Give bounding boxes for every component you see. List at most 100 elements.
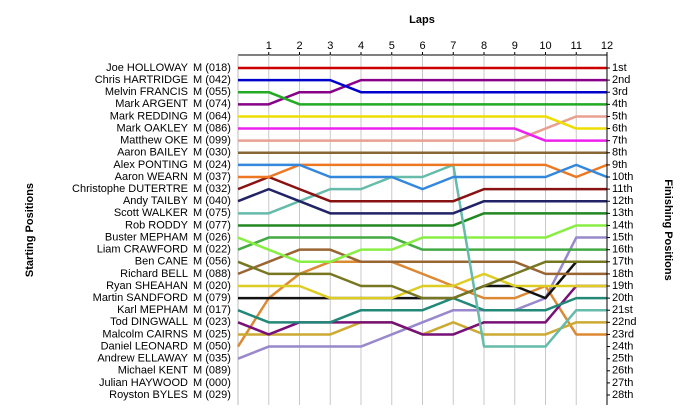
y2-tick-label: 11th [612,183,633,195]
y2-tick-label: 4th [612,98,627,110]
driver-line [238,212,607,227]
x-tick-label: 9 [512,40,518,52]
driver-entry: M (000) [193,377,231,389]
y-axis-label: Starting Positions [24,183,36,277]
driver-name: Andy TAILBY [123,195,189,207]
driver-name: Andrew ELLAWAY [97,353,188,365]
y2-axis-label: Finishing Positions [662,179,674,280]
driver-entry: M (055) [193,86,231,98]
driver-name: Daniel LEONARD [101,340,188,352]
driver-name: Ben CANE [135,256,188,268]
x-tick-label: 10 [539,40,551,52]
driver-line [237,260,607,300]
y2-tick-label: 6th [612,122,627,134]
y2-tick-label: 2nd [612,74,630,86]
x-tick-label: 12 [601,40,613,52]
driver-entry: M (079) [193,292,231,304]
driver-line [237,175,607,203]
x-tick-label: 1 [266,40,272,52]
driver-line [237,296,607,324]
driver-name: Chris HARTRIDGE [95,74,188,86]
x-tick-label: 3 [327,40,333,52]
x-tick-label: 2 [296,40,302,52]
driver-entry: M (022) [193,244,231,256]
driver-name: Joe HOLLOWAY [106,62,189,74]
driver-entry: M (025) [193,328,231,340]
driver-line [238,115,607,142]
y2-tick-label: 27th [612,377,633,389]
y2-tick-label: 20th [612,292,633,304]
driver-entry: M (099) [193,135,231,147]
y2-tick-label: 1st [612,62,627,74]
y2-tick-label: 7th [612,135,627,147]
driver-entry: M (024) [193,159,231,171]
y2-tick-label: 17th [612,256,633,268]
driver-name: Tod DINGWALL [110,316,188,328]
x-tick-label: 8 [481,40,487,52]
driver-name: Mark OAKLEY [116,122,188,134]
driver-line [237,187,607,215]
driver-entry: M (077) [193,219,231,231]
x-tick-label: 5 [389,40,395,52]
x-tick-label: 4 [358,40,364,52]
driver-entry: M (035) [193,353,231,365]
y2-tick-label: 25th [612,353,633,365]
driver-line [238,90,607,106]
y2-tick-label: 16th [612,244,633,256]
y2-tick-label: 21st [612,304,633,316]
driver-name: Michael KENT [118,365,189,377]
x-tick-label: 11 [571,40,582,52]
driver-name: Matthew OKE [120,135,188,147]
y2-tick-label: 28th [612,389,633,401]
y2-tick-label: 9th [612,159,627,171]
driver-entry: M (020) [193,280,231,292]
driver-name: Melvin FRANCIS [105,86,188,98]
driver-line [237,236,607,251]
driver-entry: M (088) [193,268,231,280]
driver-entry: M (064) [193,110,231,122]
y2-tick-label: 26th [612,365,633,377]
driver-name: Scott WALKER [114,207,188,219]
y2-tick-label: 22nd [612,316,636,328]
driver-entry: M (086) [193,122,231,134]
driver-line [237,224,607,264]
driver-entry: M (042) [193,74,231,86]
driver-line [238,272,607,300]
x-tick-label: 7 [450,40,456,52]
y2-tick-label: 19th [612,280,633,292]
driver-entry: M (074) [193,98,231,110]
driver-entry: M (050) [193,340,231,352]
driver-line [238,127,607,142]
driver-entry: M (056) [193,256,231,268]
driver-entry: M (075) [193,207,231,219]
x-tick-label: 6 [419,40,425,52]
driver-name: Aaron BAILEY [117,147,189,159]
driver-entry: M (040) [193,195,231,207]
y2-tick-label: 5th [612,110,627,122]
driver-entry: M (032) [193,183,231,195]
driver-name: Ryan SHEAHAN [106,280,188,292]
driver-name: Buster MEPHAM [105,231,188,243]
driver-entry: M (029) [193,389,231,401]
y2-tick-label: 3rd [612,86,628,98]
driver-entry: M (023) [193,316,231,328]
driver-name: Martin SANDFORD [93,292,188,304]
y2-tick-label: 15th [612,231,633,243]
y2-tick-label: 10th [612,171,633,183]
driver-name: Mark REDDING [110,110,188,122]
driver-name: Mark ARGENT [115,98,188,110]
y2-tick-label: 13th [612,207,633,219]
y2-tick-label: 12th [612,195,633,207]
driver-line [238,78,607,106]
driver-name: Christophe DUTERTRE [72,183,188,195]
driver-name: Royston BYLES [109,389,188,401]
driver-entry: M (017) [193,304,231,316]
driver-line [238,163,608,191]
driver-name: Alex PONTING [113,159,188,171]
driver-entry: M (037) [193,171,231,183]
driver-name: Rob RODDY [125,219,189,231]
y2-tick-label: 8th [612,147,627,159]
driver-line [238,78,607,94]
y2-tick-label: 23rd [612,328,634,340]
